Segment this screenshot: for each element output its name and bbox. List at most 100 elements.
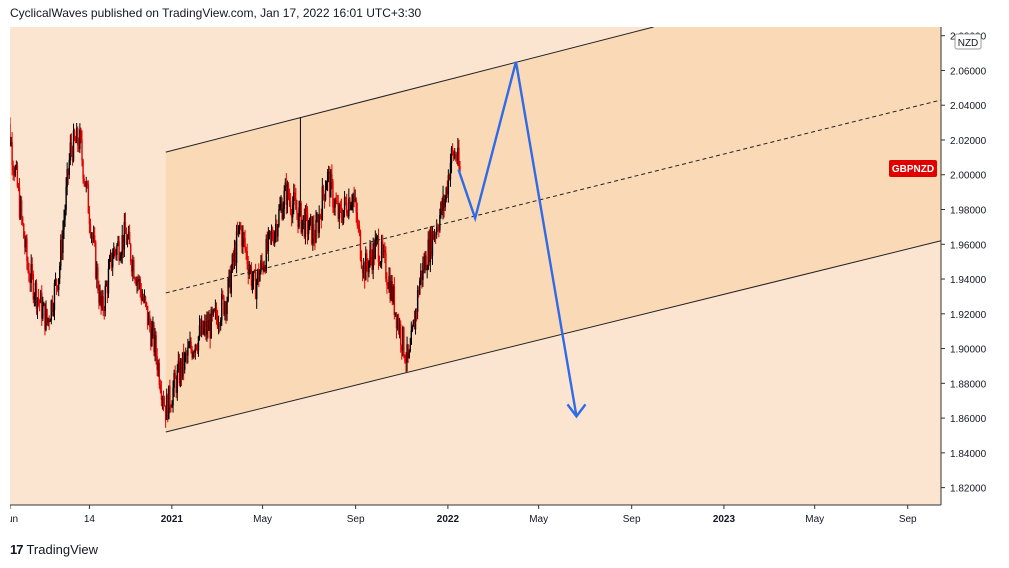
candle-body	[217, 324, 220, 328]
candle-body	[64, 209, 66, 220]
candle-body	[452, 151, 455, 159]
candle-body	[228, 270, 230, 279]
candle-body	[337, 203, 339, 220]
candle-body	[401, 345, 403, 351]
candle-body	[225, 303, 227, 314]
price-tick-label: 2.00000	[950, 171, 987, 182]
candle-body	[14, 167, 16, 176]
candle-body	[280, 203, 282, 207]
time-tick-label: May	[805, 514, 824, 525]
candle-body	[122, 234, 124, 250]
candle-body	[71, 149, 74, 161]
candle-body	[19, 200, 22, 218]
candle-body	[243, 233, 245, 239]
candle-body	[324, 190, 327, 201]
candle-body	[136, 279, 138, 286]
candle-body	[135, 280, 137, 286]
candle-body	[395, 312, 398, 329]
tradingview-logo-icon: 17	[10, 542, 24, 557]
candle-body	[149, 315, 151, 327]
time-axis-background[interactable]	[10, 505, 1000, 533]
candle-body	[204, 321, 206, 328]
candle-body	[47, 318, 49, 323]
candle-body	[402, 327, 404, 351]
time-tick-label: 2023	[713, 514, 736, 525]
candle-body	[109, 252, 112, 260]
candle-body	[266, 238, 268, 252]
candle-body	[181, 352, 184, 377]
channel-fill	[165, 27, 942, 432]
candle-body	[72, 130, 75, 161]
candle-body	[127, 231, 130, 239]
candle-body	[372, 243, 374, 270]
candle-body	[361, 267, 364, 274]
candle-body	[451, 148, 454, 152]
candle-body	[202, 320, 204, 334]
price-chart[interactable]: 1.82000 1.84000 1.86000 1.88000 1.90000 1.920…	[2, 26, 1000, 533]
candle-body	[26, 238, 28, 262]
candle-body	[159, 384, 162, 391]
channel-mid-line[interactable]	[165, 99, 942, 294]
candle-body	[138, 279, 140, 282]
candle-body	[48, 318, 50, 322]
candle-body	[360, 259, 363, 268]
candle-body	[63, 219, 65, 230]
candle-body	[10, 141, 12, 145]
candle-body	[52, 310, 55, 312]
candle-body	[194, 344, 196, 353]
candle-body	[252, 271, 255, 281]
candle-body	[218, 324, 221, 327]
candle-body	[34, 282, 37, 297]
candle-body	[133, 260, 135, 279]
candle-body	[406, 344, 408, 363]
price-tick-label: 1.84000	[950, 449, 987, 460]
price-axis-background[interactable]	[941, 27, 1000, 505]
candle-body	[434, 234, 437, 236]
candle-body	[458, 147, 460, 167]
candle-body	[379, 262, 382, 265]
chart-area[interactable]: 1.82000 1.84000 1.86000 1.88000 1.90000 1.920…	[2, 26, 1000, 533]
time-tick-label: 2021	[161, 514, 184, 525]
candle-body	[123, 221, 126, 250]
projection-path[interactable]	[457, 61, 578, 417]
symbol-badge	[889, 160, 937, 177]
candle-body	[195, 344, 198, 349]
candle-body	[285, 182, 288, 206]
candle-body	[161, 398, 164, 400]
channel-upper-line[interactable]	[165, 26, 654, 153]
candle-body	[382, 241, 384, 253]
time-axis-ticks: Jun 14 2021 May Sep 2022 May Sep 2023 May Sep	[2, 505, 917, 525]
channel-lower-line[interactable]	[165, 240, 942, 433]
candle-body	[332, 181, 334, 208]
candle-body	[208, 320, 210, 331]
candle-body	[396, 318, 399, 329]
candle-body	[445, 187, 447, 199]
candle-body	[238, 225, 240, 234]
candle-body	[174, 372, 176, 379]
candle-body	[279, 206, 281, 210]
candle-body	[313, 224, 315, 239]
candle-body	[99, 291, 101, 303]
candle-body	[13, 170, 15, 176]
candle-body	[142, 298, 145, 302]
candle-body	[352, 194, 354, 204]
candle-body	[114, 248, 116, 252]
price-tick-label: 1.86000	[950, 414, 987, 425]
candle-body	[189, 341, 191, 348]
candle-body	[51, 300, 54, 312]
candle-body	[423, 262, 425, 270]
candle-body	[18, 187, 21, 218]
candle-body	[427, 239, 429, 270]
candle-body	[416, 289, 419, 312]
candle-body	[221, 294, 223, 321]
candle-body	[24, 238, 26, 248]
candle-body	[297, 213, 299, 228]
candle-body	[394, 312, 397, 315]
candle-body	[347, 213, 349, 217]
candle-body	[392, 286, 394, 302]
candle-body	[390, 281, 392, 300]
candle-body	[56, 285, 59, 290]
candle-body	[293, 192, 295, 205]
candle-body	[90, 234, 93, 236]
candle-body	[157, 363, 159, 371]
